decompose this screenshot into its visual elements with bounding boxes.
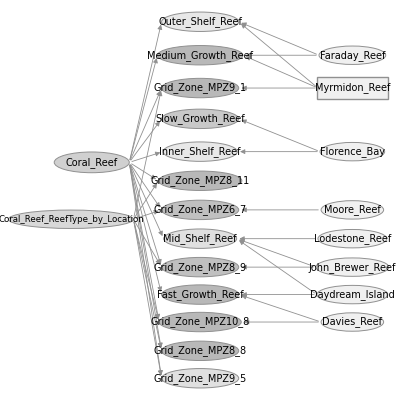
Ellipse shape <box>158 171 242 190</box>
Ellipse shape <box>157 45 243 65</box>
Text: Florence_Bay: Florence_Bay <box>320 146 385 157</box>
Text: John_Brewer_Reef: John_Brewer_Reef <box>309 261 396 273</box>
Ellipse shape <box>163 142 237 161</box>
Text: Coral_Reef_ReefType_by_Location: Coral_Reef_ReefType_by_Location <box>0 215 144 224</box>
Text: Slow_Growth_Reef: Slow_Growth_Reef <box>156 113 245 124</box>
Text: Coral_Reef: Coral_Reef <box>65 157 118 168</box>
Ellipse shape <box>318 229 387 248</box>
Text: Grid_Zone_MPZ8_11: Grid_Zone_MPZ8_11 <box>151 175 250 186</box>
Text: Medium_Growth_Reef: Medium_Growth_Reef <box>147 50 253 61</box>
Text: Grid_Zone_MPZ9_5: Grid_Zone_MPZ9_5 <box>153 373 247 384</box>
Ellipse shape <box>162 78 239 98</box>
Ellipse shape <box>163 229 237 248</box>
Text: Grid_Zone_MPZ8_9: Grid_Zone_MPZ8_9 <box>153 261 247 273</box>
Ellipse shape <box>321 313 384 331</box>
Text: Outer_Shelf_Reef: Outer_Shelf_Reef <box>158 16 242 27</box>
Ellipse shape <box>162 12 239 32</box>
Text: Grid_Zone_MPZ10_8: Grid_Zone_MPZ10_8 <box>151 316 250 327</box>
Ellipse shape <box>162 258 239 277</box>
Ellipse shape <box>321 201 384 219</box>
Text: Grid_Zone_MPZ8_8: Grid_Zone_MPZ8_8 <box>153 345 247 356</box>
Text: Grid_Zone_MPZ9_1: Grid_Zone_MPZ9_1 <box>153 83 247 94</box>
Ellipse shape <box>317 285 388 304</box>
Ellipse shape <box>162 200 239 220</box>
Ellipse shape <box>162 109 239 128</box>
Ellipse shape <box>320 143 384 161</box>
Ellipse shape <box>54 152 129 173</box>
Ellipse shape <box>159 312 241 332</box>
Ellipse shape <box>8 210 133 228</box>
FancyBboxPatch shape <box>317 77 388 99</box>
Text: Daydream_Island: Daydream_Island <box>310 289 395 300</box>
Text: Mid_Shelf_Reef: Mid_Shelf_Reef <box>163 233 237 244</box>
Text: Grid_Zone_MPZ6_7: Grid_Zone_MPZ6_7 <box>153 205 247 215</box>
Ellipse shape <box>162 341 239 361</box>
Text: Davies_Reef: Davies_Reef <box>322 316 382 327</box>
Text: Inner_Shelf_Reef: Inner_Shelf_Reef <box>159 146 241 157</box>
Text: Fast_Growth_Reef: Fast_Growth_Reef <box>157 289 244 300</box>
Text: Moore_Reef: Moore_Reef <box>324 205 381 215</box>
Ellipse shape <box>319 46 386 64</box>
Text: Lodestone_Reef: Lodestone_Reef <box>314 233 391 244</box>
Ellipse shape <box>162 285 239 304</box>
Text: Faraday_Reef: Faraday_Reef <box>320 50 385 61</box>
Ellipse shape <box>316 258 389 276</box>
Text: Myrmidon_Reef: Myrmidon_Reef <box>315 83 390 94</box>
Ellipse shape <box>162 369 239 388</box>
